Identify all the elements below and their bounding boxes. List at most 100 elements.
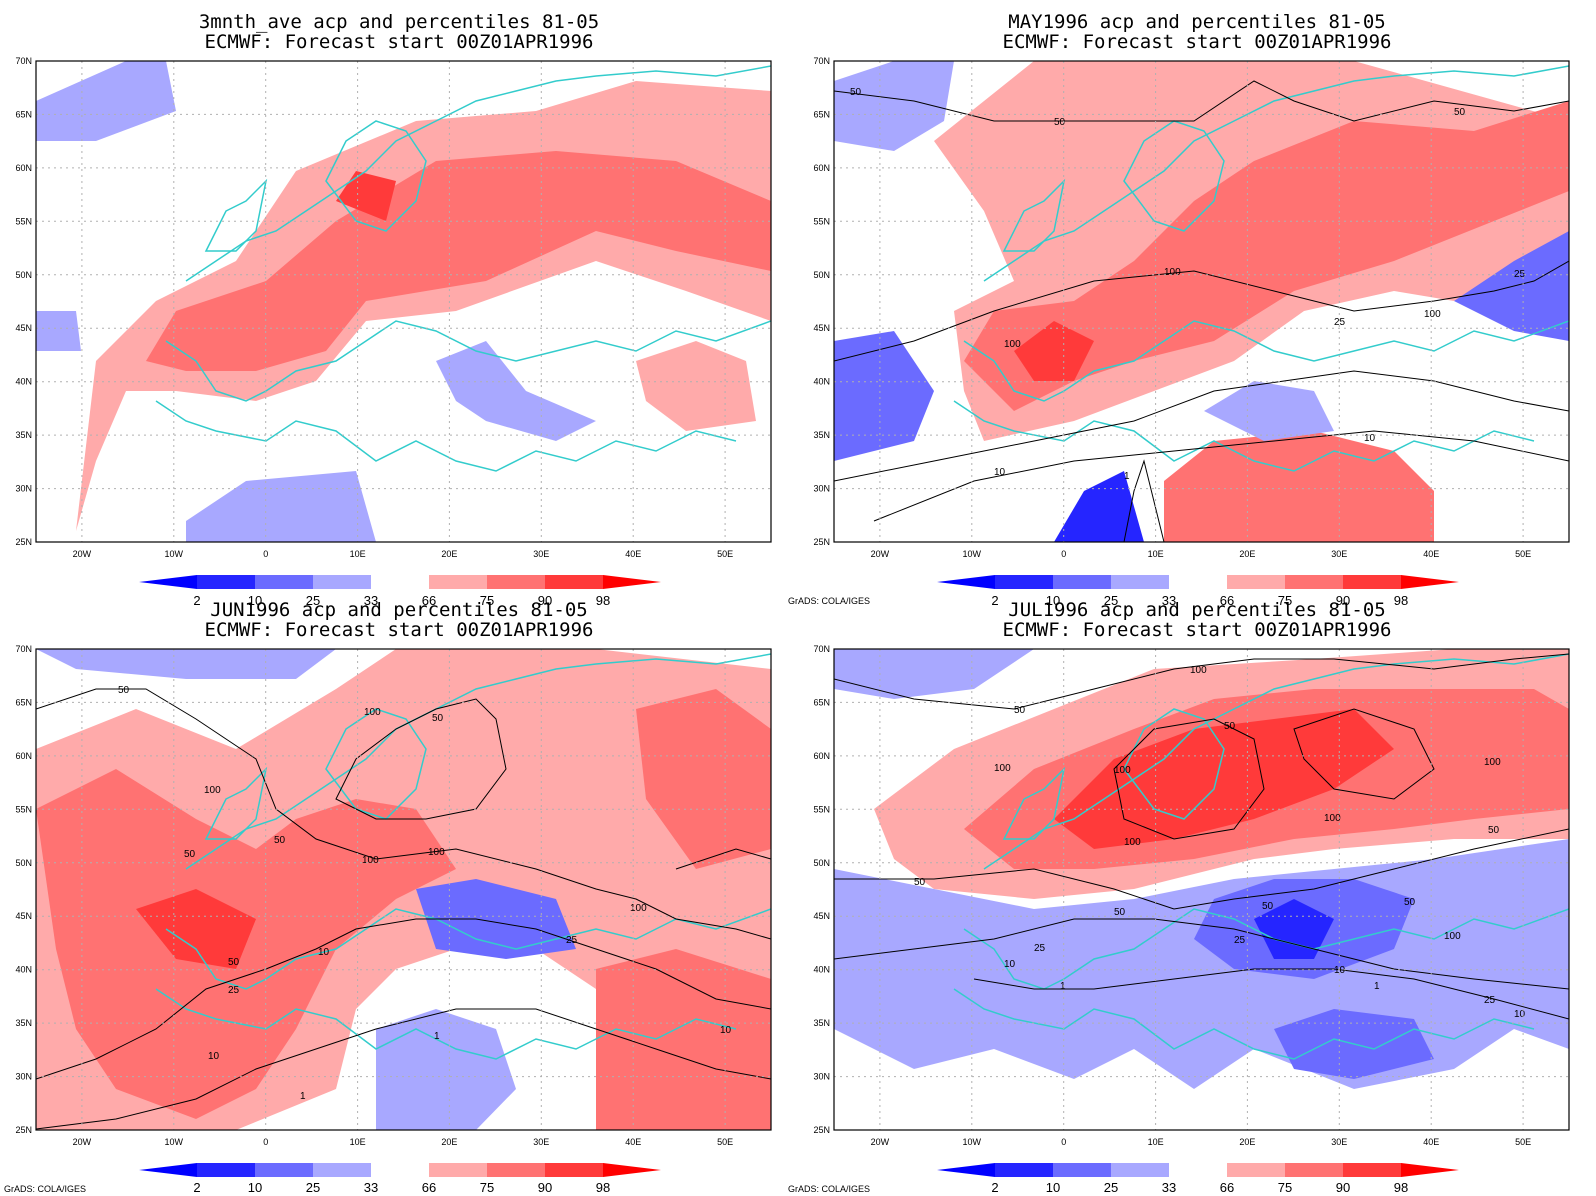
contour-label: 50 bbox=[184, 849, 196, 860]
lon-label: 40E bbox=[625, 1137, 641, 1147]
colorbar-swatch bbox=[995, 1163, 1053, 1177]
map-frame: 70N 65N 60N 55N 50N 45N 40N 35N 30N 25N … bbox=[15, 56, 772, 559]
contour-label: 25 bbox=[566, 935, 578, 946]
latitude-labels: 70N 65N 60N 55N 50N 45N 40N 35N 30N 25N bbox=[813, 56, 830, 547]
contour-label: 100 bbox=[994, 763, 1011, 774]
shade-below-normal-s bbox=[186, 471, 376, 542]
shade-below-normal bbox=[36, 61, 176, 141]
shade-above-normal-strong bbox=[964, 101, 1569, 411]
colorbar-swatch bbox=[1227, 1163, 1285, 1177]
lon-label: 20W bbox=[871, 1137, 890, 1147]
credit-label: GrADS: COLA/IGES bbox=[788, 1184, 870, 1194]
lon-label: 50E bbox=[717, 549, 733, 559]
latitude-labels: 70N 65N 60N 55N 50N 45N 40N 35N 30N 25N bbox=[15, 644, 32, 1135]
lon-label: 20E bbox=[441, 549, 457, 559]
colorbar-label: 75 bbox=[1278, 1180, 1292, 1195]
lon-label: 20E bbox=[1239, 1137, 1255, 1147]
panel-jun-1996: JUN1996 acp and percentiles 81-05 ECMWF:… bbox=[4, 599, 772, 1195]
lon-label: 10E bbox=[1148, 1137, 1164, 1147]
colorbar-label: 10 bbox=[248, 593, 262, 608]
colorbar-high-arrow bbox=[603, 1163, 661, 1177]
colorbar-swatch bbox=[487, 575, 545, 589]
colorbar-swatch bbox=[1169, 575, 1227, 589]
colorbar-label: 75 bbox=[480, 593, 494, 608]
longitude-labels: 20W 10W 0 10E 20E 30E 40E 50E bbox=[73, 549, 733, 559]
lat-label: 65N bbox=[15, 697, 32, 707]
lon-label: 30E bbox=[533, 1137, 549, 1147]
grid-lines bbox=[36, 61, 771, 542]
lon-label: 50E bbox=[1515, 1137, 1531, 1147]
colorbar-high-arrow bbox=[603, 575, 661, 589]
lat-label: 60N bbox=[15, 163, 32, 173]
lat-label: 25N bbox=[813, 1125, 830, 1135]
panel-may-1996: MAY1996 acp and percentiles 81-05 ECMWF:… bbox=[788, 11, 1570, 608]
contour-label: 50 bbox=[1224, 721, 1236, 732]
contour-lines bbox=[834, 653, 1569, 1020]
grid-lines bbox=[36, 649, 771, 1130]
colorbar-swatch bbox=[255, 1163, 313, 1177]
shade-above-normal-strong bbox=[146, 151, 771, 371]
lat-label: 25N bbox=[15, 1125, 32, 1135]
lon-label: 20E bbox=[441, 1137, 457, 1147]
contour-label: 1 bbox=[434, 1031, 440, 1042]
shade-below-normal-mid bbox=[1204, 381, 1334, 441]
lat-label: 55N bbox=[813, 804, 830, 814]
contour-label: 100 bbox=[204, 785, 221, 796]
longitude-labels: 20W 10W 0 10E 20E 30E 40E 50E bbox=[871, 1137, 1531, 1147]
contour-label: 50 bbox=[432, 713, 444, 724]
colorbar-label: 66 bbox=[422, 1180, 436, 1195]
contour-label: 100 bbox=[630, 903, 647, 914]
contour-label: 50 bbox=[1454, 107, 1466, 118]
lon-label: 40E bbox=[1423, 549, 1439, 559]
shade-below-normal-south bbox=[1054, 471, 1144, 542]
lon-label: 0 bbox=[1061, 1137, 1066, 1147]
shade-below-normal-sw bbox=[36, 311, 81, 351]
colorbar: 2 10 25 33 66 75 90 98 bbox=[139, 1163, 661, 1195]
contour-label: 100 bbox=[1190, 665, 1207, 676]
lat-label: 55N bbox=[15, 804, 32, 814]
shade-below-normal-core bbox=[1254, 899, 1334, 959]
colorbar: 2 10 25 33 66 75 90 98 bbox=[937, 1163, 1459, 1195]
contour-label: 100 bbox=[1444, 931, 1461, 942]
map-plot-area: 50 50 50 50 50 50 50 100 100 100 100 100… bbox=[834, 649, 1569, 1130]
contour-labels: 50 50 50 100 100 100 25 25 10 10 1 bbox=[850, 87, 1526, 482]
lat-label: 70N bbox=[15, 644, 32, 654]
lat-label: 45N bbox=[813, 911, 830, 921]
contour-label: 10 bbox=[318, 947, 330, 958]
lat-label: 65N bbox=[15, 109, 32, 119]
contour-label: 50 bbox=[274, 835, 286, 846]
map-frame: 50 50 50 50 50 50 50 100 100 100 100 100… bbox=[813, 644, 1570, 1147]
lon-label: 0 bbox=[263, 549, 268, 559]
shade-below-normal-east bbox=[436, 341, 596, 441]
colorbar-label: 33 bbox=[364, 593, 378, 608]
colorbar-low-arrow bbox=[139, 1163, 197, 1177]
contour-label: 100 bbox=[1424, 309, 1441, 320]
map-plot-area: 50 50 50 50 50 100 100 100 100 100 25 25… bbox=[36, 649, 771, 1130]
contour-label: 25 bbox=[228, 985, 240, 996]
lat-label: 25N bbox=[15, 537, 32, 547]
colorbar-label: 33 bbox=[1162, 593, 1176, 608]
contour-label: 25 bbox=[1234, 935, 1246, 946]
colorbar-swatch bbox=[313, 575, 371, 589]
map-plot-area: 50 50 50 100 100 100 25 25 10 10 1 bbox=[834, 61, 1569, 542]
credit-label: GrADS: COLA/IGES bbox=[788, 596, 870, 606]
colorbar-label: 66 bbox=[422, 593, 436, 608]
lat-label: 70N bbox=[813, 56, 830, 66]
colorbar-label: 25 bbox=[1104, 593, 1118, 608]
contour-label: 10 bbox=[1514, 1009, 1526, 1020]
map-frame: 50 50 50 50 50 100 100 100 100 100 25 25… bbox=[15, 644, 772, 1147]
lon-label: 0 bbox=[1061, 549, 1066, 559]
colorbar-label: 2 bbox=[991, 593, 998, 608]
map-border bbox=[833, 60, 1570, 543]
colorbar-low-arrow bbox=[937, 1163, 995, 1177]
grid-lines bbox=[834, 649, 1569, 1130]
contour-label: 10 bbox=[720, 1025, 732, 1036]
colorbar-swatch bbox=[487, 1163, 545, 1177]
colorbar-swatch bbox=[371, 575, 429, 589]
contour-label: 10 bbox=[994, 467, 1006, 478]
colorbar-label: 25 bbox=[306, 1180, 320, 1195]
lat-label: 50N bbox=[15, 858, 32, 868]
colorbar-swatch bbox=[197, 1163, 255, 1177]
map-border bbox=[35, 60, 772, 543]
contour-label: 100 bbox=[1004, 339, 1021, 350]
